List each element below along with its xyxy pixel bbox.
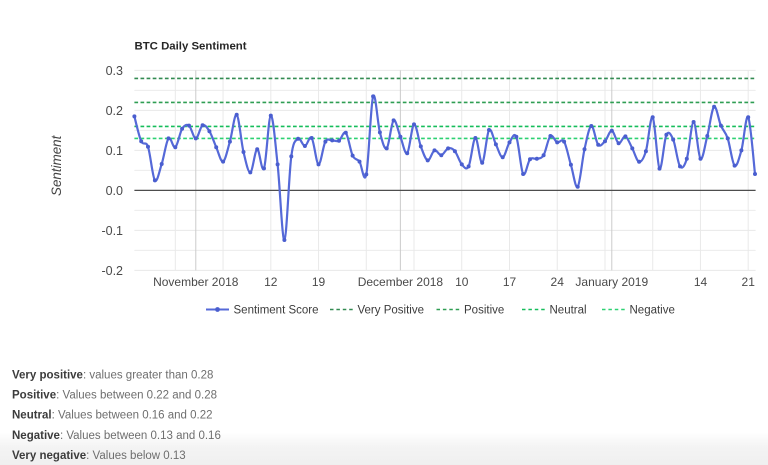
svg-text:BTC Daily Sentiment: BTC Daily Sentiment [135, 41, 247, 53]
svg-text:January 2019: January 2019 [575, 275, 648, 289]
svg-text:19: 19 [312, 275, 326, 289]
svg-text:-0.2: -0.2 [101, 264, 123, 278]
svg-text:Very negative: Values below 0.: Very negative: Values below 0.13 [12, 450, 186, 462]
svg-text:November 2018: November 2018 [153, 275, 239, 289]
svg-text:24: 24 [551, 275, 565, 289]
svg-text:0.1: 0.1 [106, 144, 123, 158]
svg-text:Negative: Values between 0.13: Negative: Values between 0.13 and 0.16 [12, 430, 221, 442]
svg-text:0.3: 0.3 [106, 64, 123, 78]
svg-text:14: 14 [694, 275, 708, 289]
svg-text:December 2018: December 2018 [358, 275, 444, 289]
svg-text:Very Positive: Very Positive [358, 304, 424, 316]
svg-text:Sentiment Score: Sentiment Score [234, 304, 319, 316]
svg-text:0.0: 0.0 [106, 184, 123, 198]
svg-text:10: 10 [455, 275, 469, 289]
svg-text:Positive: Values between 0.22: Positive: Values between 0.22 and 0.28 [12, 390, 217, 402]
svg-text:12: 12 [264, 275, 278, 289]
svg-text:0.2: 0.2 [106, 104, 123, 118]
svg-text:17: 17 [503, 275, 517, 289]
svg-text:Sentiment: Sentiment [49, 134, 64, 196]
svg-text:Neutral: Neutral [550, 304, 587, 316]
svg-text:Negative: Negative [630, 304, 675, 316]
svg-text:Neutral: Values between 0.16 a: Neutral: Values between 0.16 and 0.22 [12, 410, 213, 422]
svg-text:Positive: Positive [464, 304, 504, 316]
svg-text:-0.1: -0.1 [101, 224, 123, 238]
svg-text:21: 21 [742, 275, 756, 289]
svg-text:Very positive: values greater: Very positive: values greater than 0.28 [12, 370, 213, 382]
